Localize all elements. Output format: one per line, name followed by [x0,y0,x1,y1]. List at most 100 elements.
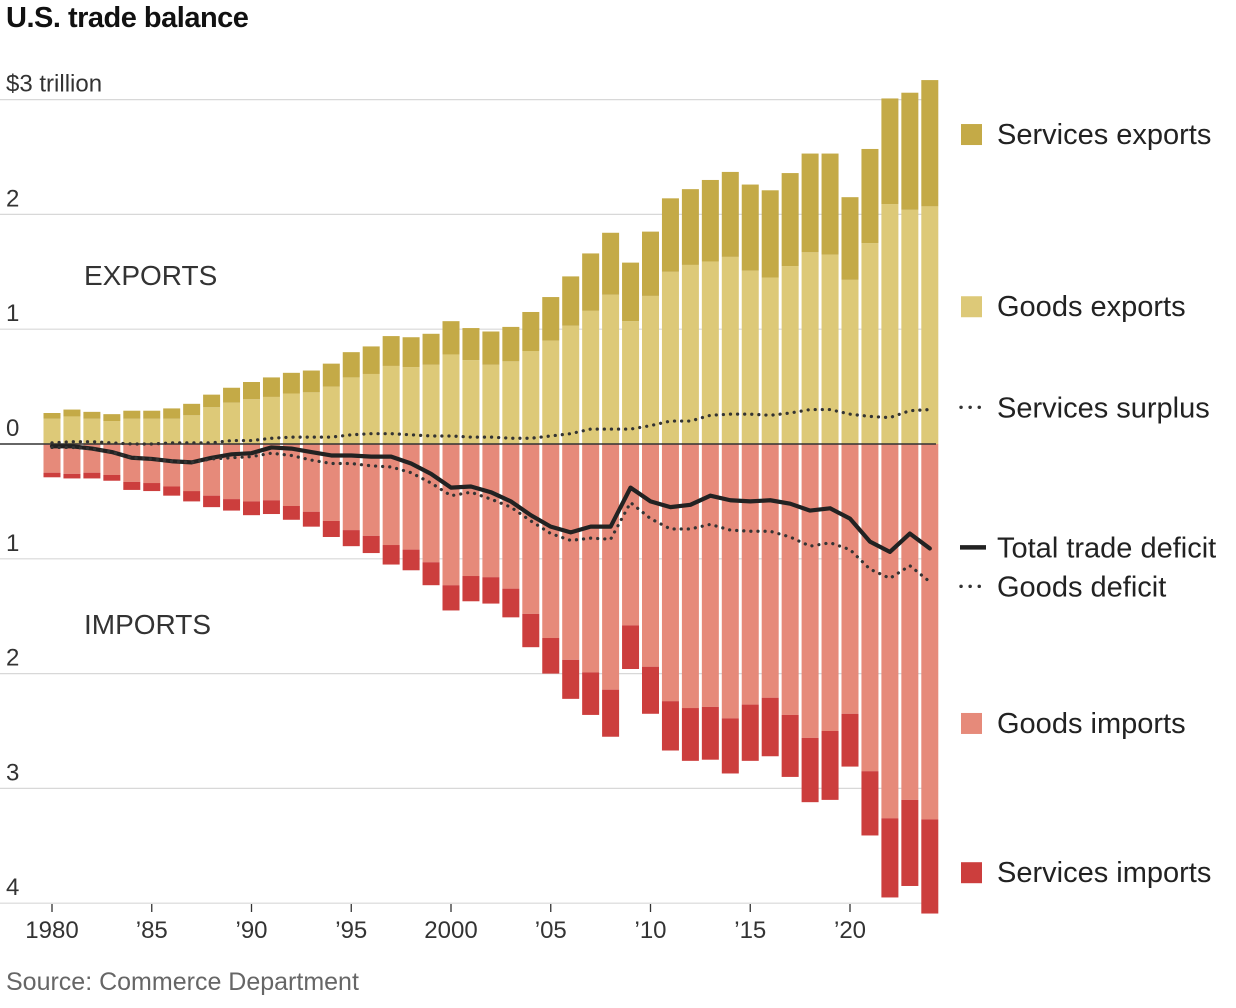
bar-goods-imports [741,444,759,705]
bar-services-exports [642,231,659,296]
bar-goods-imports [542,444,560,639]
bar-services-exports [761,190,779,278]
bar-goods-imports [442,444,460,586]
bar-goods-imports [582,444,600,673]
bar-services-exports [183,403,201,416]
bar-goods-exports [63,416,81,444]
bar-services-exports [542,297,560,341]
legend-swatch-goods-exports [961,296,982,318]
x-axis-tick-labels: 1980 ’85 ’90 ’95 2000 ’05 ’10 ’15 ’20 [25,904,866,944]
x-tick-label: ’05 [535,917,567,944]
bar-goods-imports [103,444,121,475]
bar-services-imports [622,625,640,670]
bar-goods-imports [43,444,61,473]
goods-deficit-line [50,445,932,584]
bar-services-imports [761,697,779,757]
bar-goods-imports [721,444,739,719]
bar-goods-exports [442,354,460,444]
bar-goods-exports [43,418,61,444]
x-tick-label: 2000 [424,917,477,944]
bar-services-imports [921,819,939,914]
bar-services-imports [582,672,600,715]
bar-goods-imports [681,444,699,709]
bar-goods-imports [881,444,899,819]
legend-label-goods-imports: Goods imports [997,708,1186,740]
bar-services-exports [442,321,460,355]
bar-services-exports [83,411,101,419]
bar-goods-imports [921,444,939,820]
bar-goods-exports [881,204,899,444]
bar-goods-exports [223,402,241,444]
exports-region-label: EXPORTS [84,260,217,291]
legend-swatch-services-exports [961,124,982,146]
bar-goods-imports [562,444,580,660]
bars [43,80,939,914]
bar-services-exports [302,370,320,393]
bar-goods-imports [183,444,201,492]
bar-services-imports [841,713,859,767]
bar-services-exports [143,410,161,419]
bar-goods-exports [163,418,181,444]
bar-services-exports [243,382,260,400]
x-tick-label: ’20 [834,917,866,944]
bar-goods-exports [861,243,879,444]
bar-services-exports [402,337,420,368]
bar-services-imports [123,481,141,490]
legend-label-total-trade-deficit: Total trade deficit [997,532,1216,564]
bar-goods-imports [203,444,221,496]
bar-goods-imports [243,444,260,502]
bar-services-exports [881,98,899,205]
bar-goods-exports [602,294,620,444]
bar-services-exports [482,331,500,365]
x-tick-label: 1980 [25,917,78,944]
bar-services-exports [562,276,580,326]
bar-goods-exports [482,364,500,444]
bar-services-imports [721,718,739,774]
bar-goods-exports [642,295,659,444]
bar-services-exports [103,414,121,422]
legend-label-services-imports: Services imports [997,857,1211,889]
bar-goods-exports [681,264,699,444]
bar-goods-imports [123,444,141,482]
bar-goods-imports [502,444,520,589]
imports-region-label: IMPORTS [84,609,211,640]
bar-services-imports [63,473,81,479]
x-tick-label: ’95 [335,917,367,944]
bar-services-imports [881,818,899,898]
bar-goods-exports [342,377,360,444]
bar-goods-imports [602,444,620,690]
x-tick-label: ’85 [136,917,168,944]
bar-services-imports [602,689,620,737]
bar-goods-exports [362,373,380,444]
bar-services-exports [382,336,400,366]
y-tick-label: 0 [6,415,19,442]
legend-swatch-services-imports [961,862,982,884]
bar-goods-exports [821,254,839,444]
bar-goods-imports [661,444,679,702]
bar-services-imports [302,511,320,527]
bar-services-imports [103,474,121,481]
bar-services-imports [282,505,300,520]
bar-goods-imports [522,444,540,614]
bar-services-exports [462,328,480,361]
bar-goods-imports [821,444,839,731]
bar-goods-imports [701,444,719,707]
bar-goods-exports [422,364,440,444]
bar-goods-exports [203,407,221,444]
bar-services-imports [781,714,799,777]
bar-services-exports [282,372,300,394]
bar-services-exports [701,179,719,262]
bar-services-exports [63,409,81,417]
bar-services-imports [821,731,839,800]
bar-goods-imports [63,444,81,474]
bar-services-imports [642,666,659,714]
bar-services-imports [382,545,400,565]
bar-services-imports [342,530,360,547]
bar-goods-exports [841,279,859,444]
bar-goods-exports [322,386,340,444]
bar-goods-exports [402,367,420,444]
legend-label-services-exports: Services exports [997,119,1211,151]
bar-goods-exports [522,351,540,444]
bar-goods-exports [282,393,300,444]
bar-services-exports [801,153,819,253]
